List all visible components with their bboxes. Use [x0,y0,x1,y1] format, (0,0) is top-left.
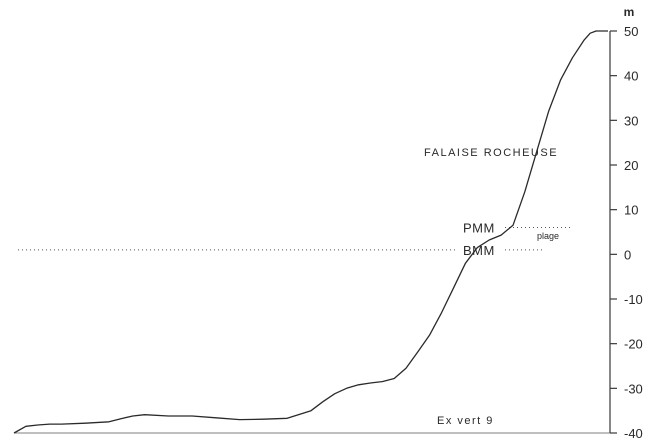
y-tick-label: 40 [624,69,638,84]
vertical-exaggeration-label: Ex vert 9 [437,415,494,427]
y-tick-label: 20 [624,158,638,173]
falaise-rocheuse-label: FALAISE ROCHEUSE [424,147,558,159]
y-axis-ticks: 50 40 30 20 10 0 -10 -20 -30 -40 [610,24,643,441]
y-tick-label: -40 [624,426,643,439]
y-tick-label: 10 [624,203,638,218]
y-axis: 50 40 30 20 10 0 -10 -20 -30 -40 m [609,5,643,441]
y-axis-unit-label: m [624,5,635,19]
plage-label: plage [537,231,559,241]
y-tick-label: 30 [624,113,638,128]
pmm-label: PMM [463,221,495,236]
bmm-label: BMM [463,243,495,258]
seabed-profile-line [13,30,608,434]
y-tick-label: -20 [624,337,643,352]
reference-levels: PMM BMM [18,221,570,258]
y-tick-label: -10 [624,292,643,307]
y-tick-label: 0 [624,247,631,262]
y-tick-label: -30 [624,381,643,396]
y-tick-label: 50 [624,24,638,39]
